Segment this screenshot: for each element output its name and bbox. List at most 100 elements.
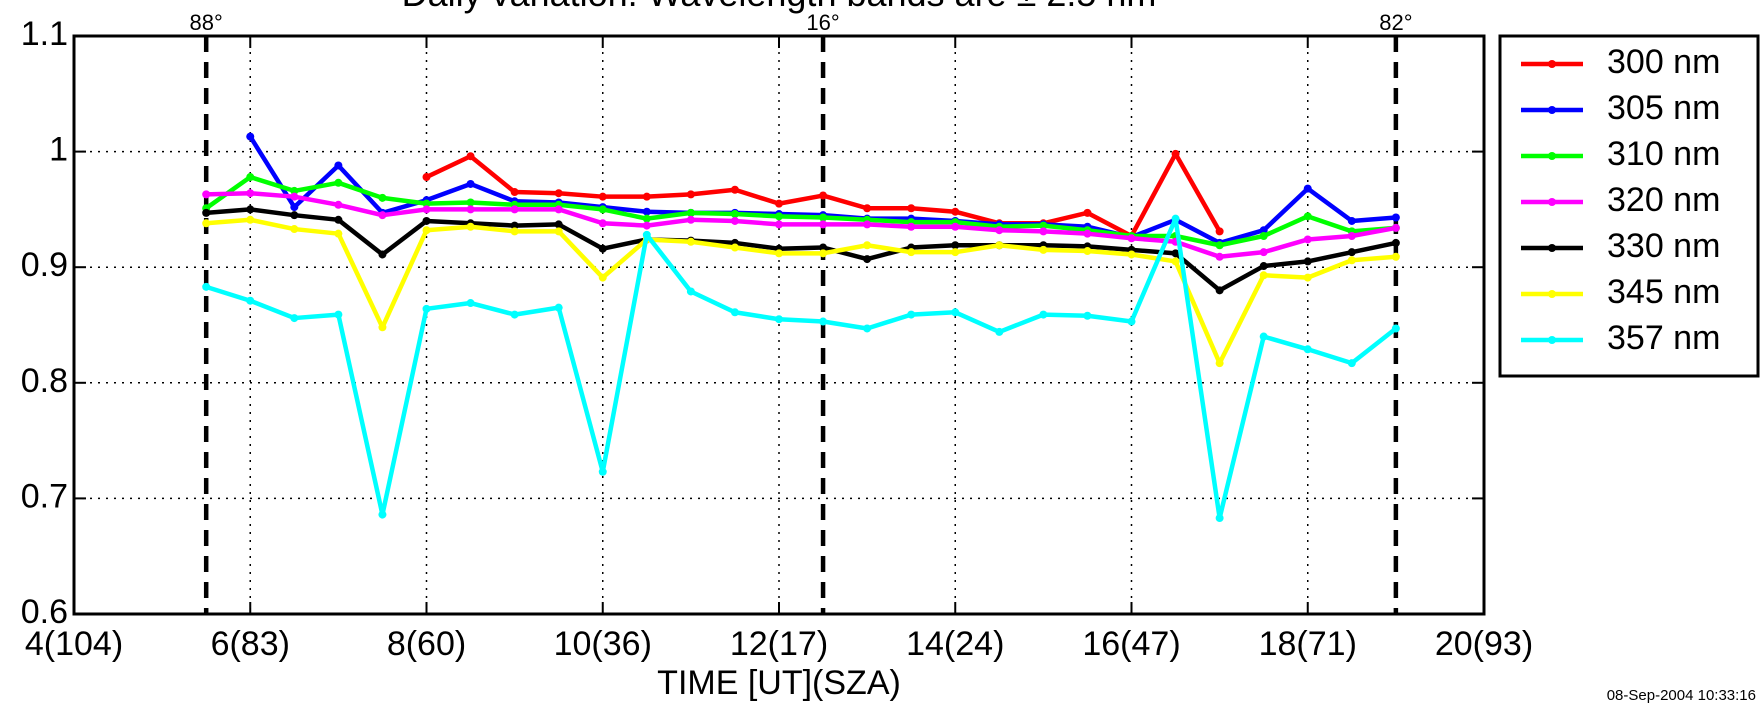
data-point [1391,252,1400,261]
data-point [730,308,739,317]
data-point [775,220,783,229]
series-line [205,216,1398,521]
x-tick-label: 8(60) [387,625,466,663]
data-point [1259,332,1268,341]
plot-frame [72,34,1486,616]
data-point [1215,359,1224,368]
data-point [246,205,255,214]
data-point [510,227,519,236]
x-tick-label: 6(83) [211,625,290,663]
data-point [775,315,783,324]
data-point [1215,286,1224,295]
data-point [598,244,607,253]
data-point [730,185,739,194]
data-point [819,191,828,200]
data-point [1303,345,1312,354]
x-tick-label: 12(17) [730,625,828,663]
data-point [246,215,255,224]
data-point [1083,311,1092,320]
data-point [951,222,960,231]
data-point [1259,271,1268,280]
data-point [246,132,255,141]
legend-label: 320 nm [1607,181,1720,219]
data-point [1215,241,1224,250]
data-point [951,248,960,257]
data-point [290,211,299,220]
data-point [819,243,828,252]
data-point [863,241,872,250]
data-point [290,225,299,234]
data-point [1171,249,1180,258]
data-point [1303,184,1312,193]
data-point [334,215,343,224]
data-point [378,510,387,519]
data-point [1391,324,1400,333]
reference-label: 88° [190,10,223,35]
y-tick-label: 0.7 [21,477,68,515]
data-point [819,213,828,222]
data-point [466,205,475,214]
data-point [334,229,343,238]
data-point [951,241,960,250]
data-point [334,200,343,209]
legend-label: 300 nm [1607,43,1720,81]
legend-label: 305 nm [1607,89,1720,127]
data-point [642,207,651,216]
data-point [422,205,431,214]
data-point [1039,227,1048,236]
y-tick-label: 0.6 [21,593,68,631]
data-point [422,199,431,208]
data-point [730,210,739,219]
data-point [290,314,299,323]
data-point [686,190,695,199]
series-line [206,217,1397,366]
data-point [951,207,960,216]
x-tick-label: 4(104) [25,625,123,663]
data-point [907,204,916,213]
data-point [730,216,739,225]
legend-marker [1548,244,1556,252]
data-point [1171,257,1180,266]
timestamp: 08-Sep-2004 10:33:16 [1607,687,1756,704]
data-point [290,203,299,212]
data-point [819,220,828,229]
data-point [598,273,607,282]
data-point [1303,235,1312,244]
series-line [204,174,1397,248]
y-tick-label: 1.1 [21,15,68,53]
data-point [334,161,343,170]
data-point [863,204,872,213]
data-point [598,467,607,476]
data-point [1127,317,1136,326]
data-point [202,190,211,199]
data-point [1259,248,1268,257]
data-point [1083,208,1092,217]
data-point [1215,227,1224,236]
data-point [466,198,475,207]
data-point [1391,213,1400,222]
data-point [1215,252,1224,261]
data-point [686,287,695,296]
data-point [1083,247,1092,256]
legend-marker [1548,198,1556,206]
data-point [1039,245,1048,254]
y-tick-label: 0.9 [21,246,68,284]
data-point [907,222,916,231]
x-tick-label: 20(93) [1435,625,1533,663]
data-point [510,188,519,197]
data-point [466,179,475,188]
data-point [995,327,1004,336]
data-point [1347,231,1356,240]
data-point [819,317,828,326]
data-point [1303,257,1312,266]
x-tick-label: 18(71) [1259,625,1357,663]
data-point [378,250,387,259]
data-point [510,205,519,214]
data-point [819,249,828,258]
data-point [1391,223,1400,232]
data-point [775,199,783,208]
x-tick-label: 16(47) [1082,625,1180,663]
reference-label: 16° [806,10,839,35]
